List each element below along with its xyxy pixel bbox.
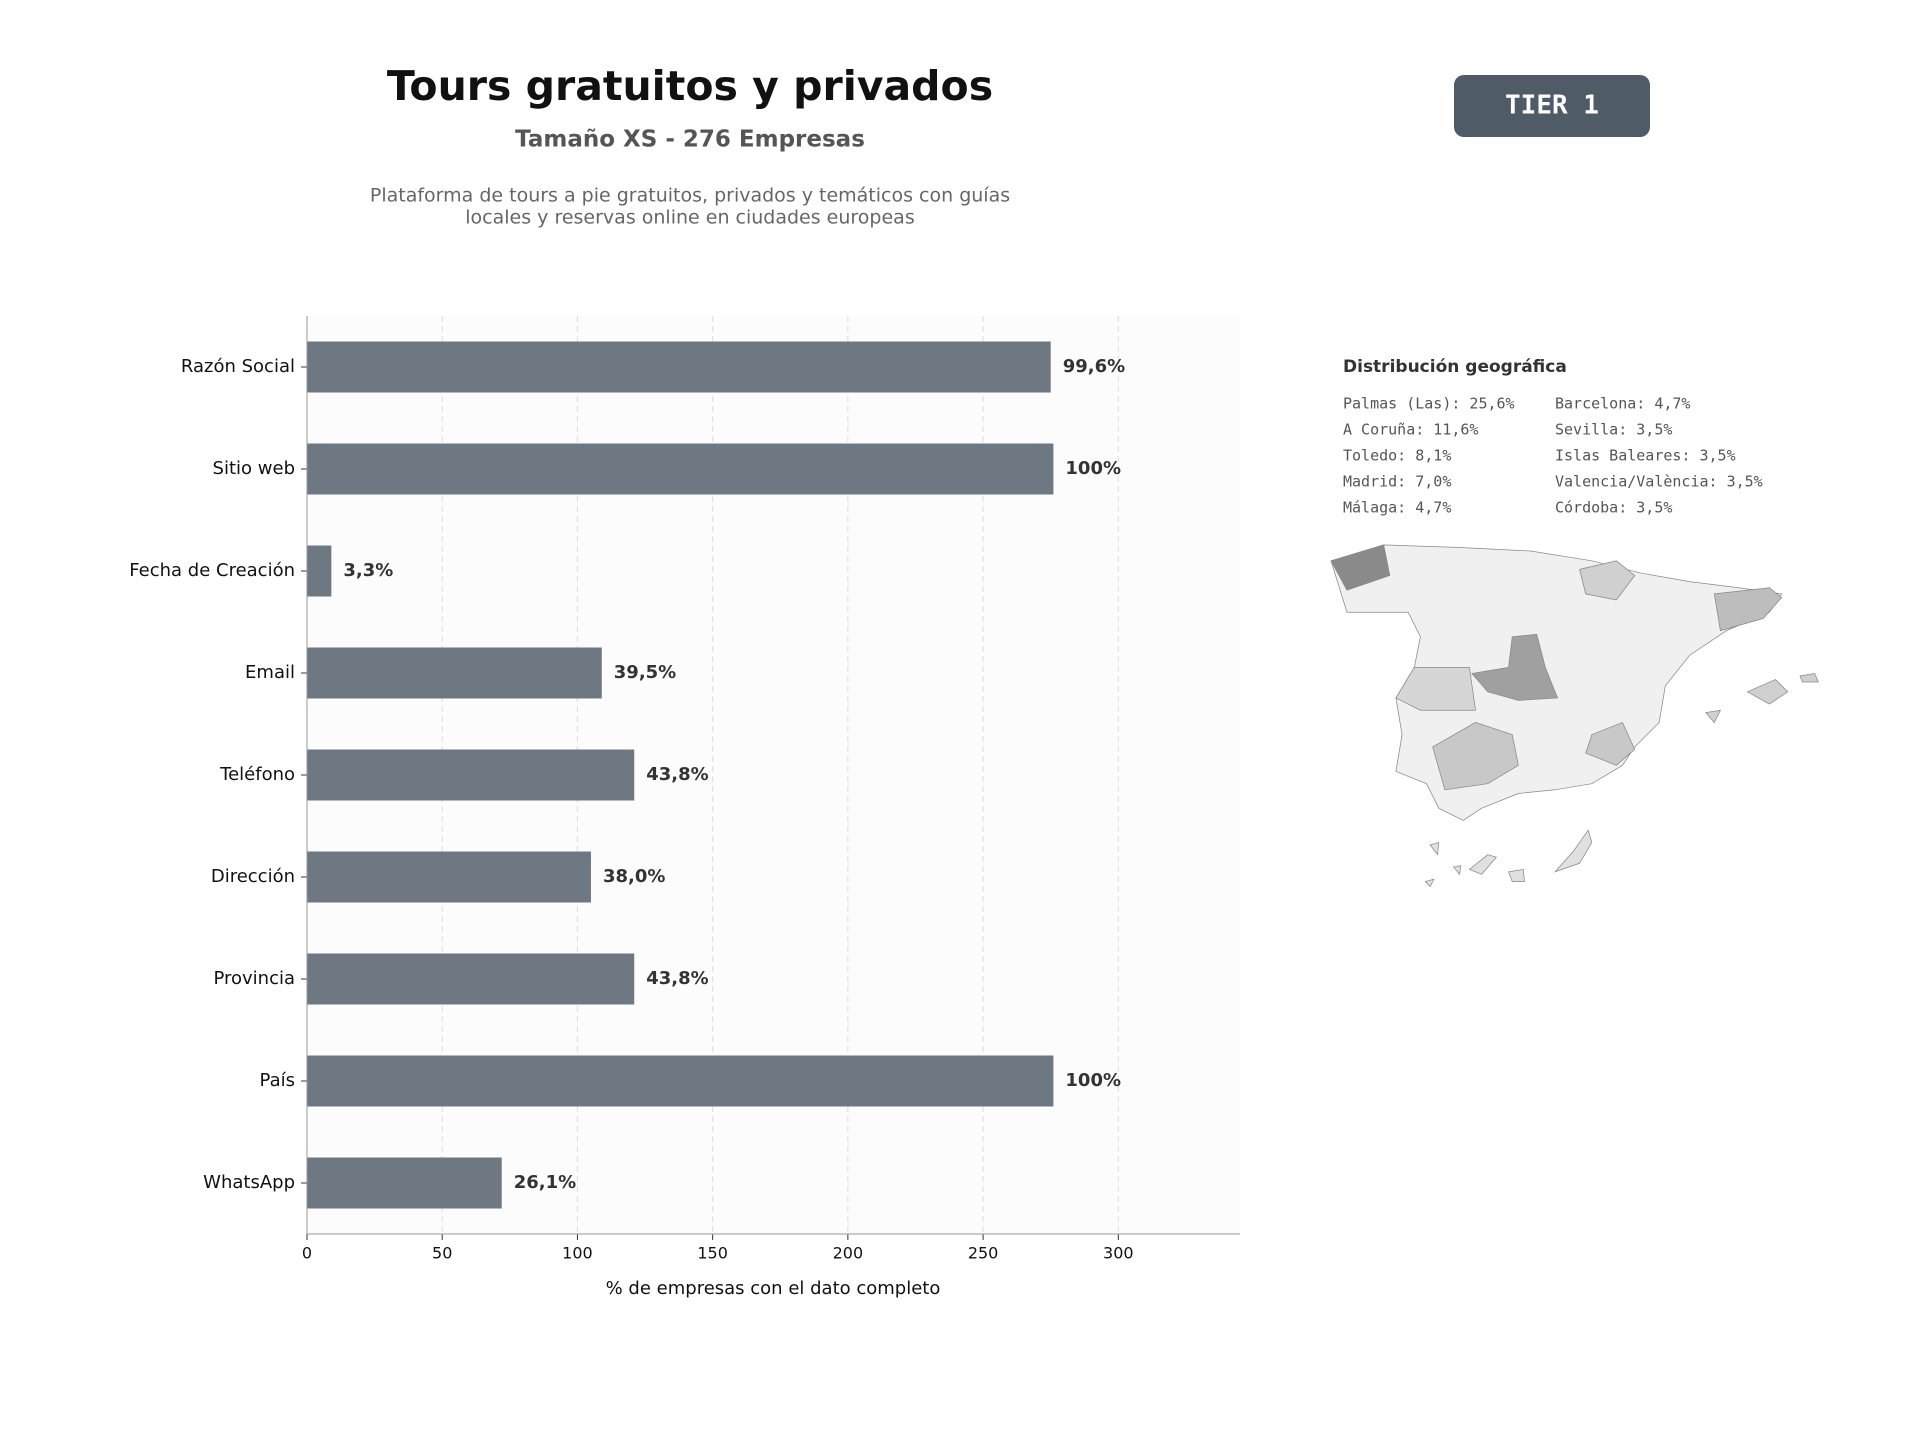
- bar: [307, 1055, 1054, 1107]
- map-region: [1330, 544, 1391, 591]
- x-tick-label: 50: [432, 1244, 452, 1263]
- badge: [1454, 75, 1650, 137]
- x-tick-label: 150: [697, 1244, 728, 1263]
- geo-item: Toledo: 8,1%: [1343, 447, 1451, 465]
- geo-item: Valencia/València: 3,5%: [1555, 473, 1763, 491]
- y-tick-label: Sitio web: [213, 458, 295, 479]
- y-tick-label: Email: [245, 662, 295, 683]
- x-tick-label: 200: [833, 1244, 864, 1263]
- geo-item: Islas Baleares: 3,5%: [1555, 447, 1736, 465]
- x-tick-label: 0: [302, 1244, 312, 1263]
- map-canaries: [1429, 841, 1440, 856]
- bar: [307, 953, 635, 1005]
- bar: [307, 341, 1051, 393]
- map-balearics: [1746, 679, 1789, 705]
- value-label: 100%: [1065, 458, 1121, 479]
- badge-text: TIER 1: [1505, 91, 1599, 121]
- value-label: 39,5%: [614, 662, 676, 683]
- map-region: [1579, 560, 1636, 601]
- map-region: [1432, 722, 1519, 791]
- geo-item: Málaga: 4,7%: [1343, 499, 1451, 517]
- map-balearics: [1705, 709, 1722, 724]
- y-tick-label: Dirección: [211, 866, 295, 887]
- value-label: 43,8%: [646, 764, 708, 785]
- value-label: 99,6%: [1063, 356, 1125, 377]
- geo-item: A Coruña: 11,6%: [1343, 421, 1478, 439]
- geo-item: Córdoba: 3,5%: [1555, 499, 1672, 517]
- x-tick-label: 300: [1103, 1244, 1134, 1263]
- map-canaries: [1468, 854, 1497, 875]
- title: Tours gratuitos y privados: [387, 62, 993, 110]
- map-region: [1585, 721, 1636, 766]
- geo-legend: Palmas (Las): 25,6% A Coruña: 11,6% Toledo…: [1343, 395, 1763, 517]
- map-region: [1713, 587, 1783, 632]
- y-tick-label: Fecha de Creación: [129, 560, 295, 581]
- geo-title: Distribución geográfica: [1343, 357, 1567, 377]
- subtitle: Tamaño XS - 276 Empresas: [515, 127, 865, 153]
- bar: [307, 851, 591, 903]
- bar: [307, 647, 602, 699]
- geo-item: Madrid: 7,0%: [1343, 473, 1451, 491]
- map-canaries: [1424, 878, 1435, 888]
- value-label: 100%: [1065, 1070, 1121, 1091]
- bar: [307, 545, 332, 597]
- y-tick-label: WhatsApp: [203, 1172, 295, 1193]
- description: Plataforma de tours a pie gratuitos, pri…: [370, 185, 1010, 207]
- bar: [307, 749, 635, 801]
- geo-item: Barcelona: 4,7%: [1555, 395, 1690, 413]
- bar: [307, 443, 1054, 495]
- x-axis-label: % de empresas con el dato completo: [606, 1278, 941, 1299]
- map-region: [1395, 666, 1476, 711]
- bar: [307, 1157, 502, 1209]
- map-balearics: [1799, 673, 1819, 683]
- y-tick-label: Provincia: [213, 968, 295, 989]
- map-region: [1471, 633, 1559, 701]
- map-canaries: [1452, 865, 1462, 876]
- map: [1330, 544, 1819, 888]
- geo-item: Sevilla: 3,5%: [1555, 421, 1672, 439]
- value-label: 38,0%: [603, 866, 665, 887]
- x-tick-label: 100: [562, 1244, 593, 1263]
- y-tick-label: Razón Social: [181, 356, 295, 377]
- y-tick-label: País: [260, 1070, 295, 1091]
- map-canaries: [1553, 829, 1593, 873]
- x-tick-label: 250: [968, 1244, 999, 1263]
- value-label: 43,8%: [646, 968, 708, 989]
- description: locales y reservas online en ciudades eu…: [465, 207, 914, 229]
- value-label: 3,3%: [343, 560, 393, 581]
- map-canaries: [1508, 868, 1525, 883]
- map-mainland: [1330, 544, 1783, 821]
- value-label: 26,1%: [514, 1172, 576, 1193]
- geo-item: Palmas (Las): 25,6%: [1343, 395, 1515, 413]
- y-tick-label: Teléfono: [219, 764, 295, 785]
